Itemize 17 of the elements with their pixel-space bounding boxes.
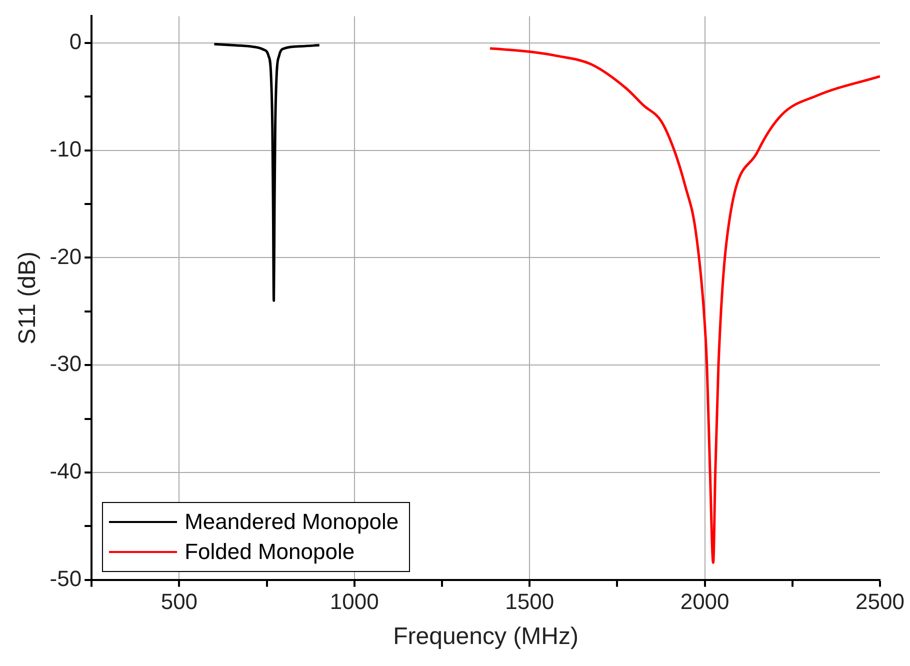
x-tick-label: 500 [160, 589, 198, 614]
x-tick-label: 2500 [856, 589, 904, 614]
x-tick-label: 1500 [505, 589, 554, 614]
y-axis-title: S11 (dB) [14, 252, 42, 344]
y-tick-label: -20 [50, 244, 82, 269]
y-tick-label: 0 [69, 29, 82, 54]
x-axis-title: Frequency (MHz) [393, 623, 578, 650]
legend-label: Meandered Monopole [184, 508, 399, 536]
line-series [212, 42, 321, 302]
legend-label: Folded Monopole [184, 538, 355, 566]
x-tick-label: 2000 [680, 589, 730, 614]
y-tick-label: -10 [50, 136, 82, 162]
line-series [488, 47, 880, 564]
y-tick-label: -30 [50, 351, 82, 376]
y-tick-label: -40 [50, 458, 82, 484]
x-tick-label: 1000 [330, 589, 379, 614]
y-tick-label: -50 [50, 566, 82, 591]
